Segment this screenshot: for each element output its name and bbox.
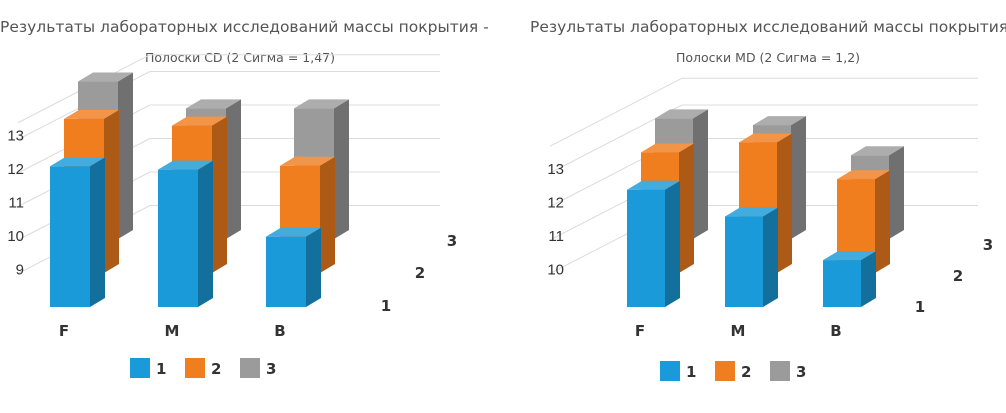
y-tick-label: 12 [7, 161, 24, 178]
y-tick-label: 11 [548, 228, 564, 245]
chart-title: Результаты лабораторных исследований мас… [0, 18, 489, 36]
legend: 1 2 3 [130, 358, 276, 378]
y-tick-label: 12 [547, 195, 564, 212]
chart-subtitle: Полоски CD (2 Сигма = 1,47) [145, 50, 335, 65]
category-label: M [731, 322, 746, 340]
category-label: F [59, 322, 69, 340]
legend-swatch [770, 361, 790, 381]
legend-label: 3 [266, 360, 276, 378]
y-tick-label: 9 [16, 262, 24, 279]
depth-label: 1 [915, 298, 925, 316]
bar-series-1-B [266, 227, 321, 307]
legend-swatch [240, 358, 260, 378]
chart-panel-cd: Результаты лабораторных исследований мас… [0, 0, 489, 413]
legend-label: 2 [741, 363, 751, 381]
depth-label: 2 [415, 264, 425, 282]
legend-label: 2 [211, 360, 221, 378]
legend: 1 2 3 [660, 361, 806, 381]
category-label: M [165, 322, 180, 340]
gridline-side [549, 77, 683, 147]
legend-label: 1 [156, 360, 166, 378]
chart-title: Результаты лабораторных исследований мас… [530, 18, 1006, 36]
legend-swatch [130, 358, 150, 378]
depth-label: 3 [983, 236, 993, 254]
category-label: F [635, 322, 645, 340]
legend-swatch [185, 358, 205, 378]
y-tick-label: 13 [7, 128, 24, 145]
bar-series-1-F [627, 180, 680, 307]
bar-series-1-B [823, 251, 876, 307]
depth-label: 2 [953, 267, 963, 285]
category-label: B [830, 322, 841, 340]
bar-series-1-M [158, 160, 213, 307]
category-label: B [274, 322, 285, 340]
y-tick-label: 10 [7, 228, 24, 245]
bar-series-1-M [725, 207, 778, 307]
legend-swatch [660, 361, 680, 381]
legend-label: 1 [686, 363, 696, 381]
y-tick-label: 10 [547, 262, 564, 279]
y-tick-label: 11 [8, 195, 24, 212]
bar-series-1-F [50, 157, 105, 307]
legend-label: 3 [796, 363, 806, 381]
depth-label: 3 [447, 232, 457, 250]
depth-label: 1 [381, 297, 391, 315]
gridlines [549, 77, 978, 274]
y-tick-label: 13 [547, 161, 564, 178]
legend-swatch [715, 361, 735, 381]
chart-panel-md: Результаты лабораторных исследований мас… [530, 0, 1006, 413]
chart-subtitle: Полоски MD (2 Сигма = 1,2) [675, 50, 861, 65]
